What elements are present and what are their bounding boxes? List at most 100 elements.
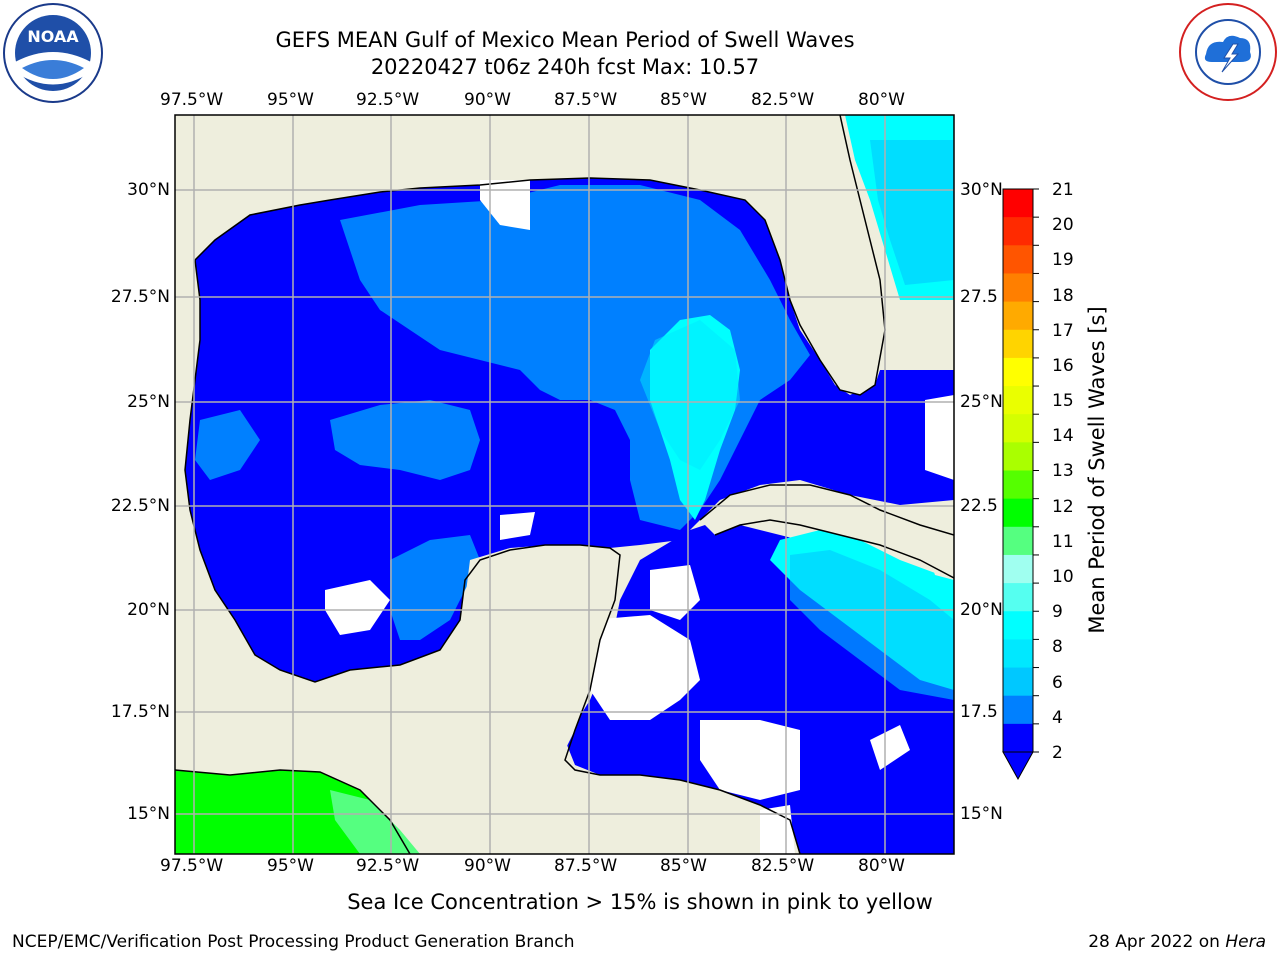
colorbar-tick-label: 10 bbox=[1052, 567, 1074, 587]
lon-label-bottom: 80°W bbox=[858, 856, 905, 876]
colorbar-tick-label: 12 bbox=[1052, 497, 1074, 517]
lat-label-right: 25°N bbox=[960, 392, 1003, 412]
gulf-lightblue-core bbox=[640, 320, 740, 470]
lon-label-top: 90°W bbox=[464, 90, 511, 110]
lon-label-top: 85°W bbox=[660, 90, 707, 110]
colorbar-segment bbox=[1003, 695, 1033, 725]
missing-data-9 bbox=[480, 180, 530, 230]
footer-date-text: 28 Apr 2022 on bbox=[1088, 932, 1226, 952]
grid-lines bbox=[175, 115, 954, 854]
lon-label-bottom: 97.5°W bbox=[160, 856, 224, 876]
lon-label-top: 95°W bbox=[267, 90, 314, 110]
missing-data-1 bbox=[590, 615, 700, 720]
gulf-midblue-w2 bbox=[195, 410, 260, 480]
colorbar-extend-arrow bbox=[1002, 751, 1034, 781]
colorbar-tick-label: 15 bbox=[1052, 391, 1074, 411]
lon-label-bottom: 92.5°W bbox=[356, 856, 420, 876]
lon-label-top: 92.5°W bbox=[356, 90, 420, 110]
lat-label-right: 22.5 bbox=[960, 496, 998, 516]
lat-label-left: 30°N bbox=[127, 180, 170, 200]
colorbar-tick-label: 16 bbox=[1052, 356, 1074, 376]
colorbar-tick-label: 17 bbox=[1052, 321, 1074, 341]
footer-credit: NCEP/EMC/Verification Post Processing Pr… bbox=[12, 932, 575, 952]
colorbar-segment bbox=[1003, 301, 1033, 331]
colorbar-tick-label: 20 bbox=[1052, 215, 1074, 235]
nws-logo bbox=[1179, 3, 1277, 101]
florida-land bbox=[760, 115, 885, 395]
coastlines bbox=[175, 115, 954, 854]
colorbar-segment bbox=[1003, 273, 1033, 303]
lon-label-top: 87.5°W bbox=[554, 90, 618, 110]
colorbar-segment bbox=[1003, 723, 1033, 753]
colorbar-segment bbox=[1003, 667, 1033, 697]
chart-subtitle: 20220427 t06z 240h fcst Max: 10.57 bbox=[370, 55, 760, 79]
lat-label-left: 22.5°N bbox=[110, 496, 170, 516]
lat-label-right: 17.5 bbox=[960, 702, 998, 722]
caribbean-lightblue bbox=[790, 550, 954, 700]
central-america-land bbox=[175, 670, 760, 854]
lat-label-right: 15°N bbox=[960, 804, 1003, 824]
lat-label-right: 27.5 bbox=[960, 287, 998, 307]
colorbar-segment bbox=[1003, 245, 1033, 274]
missing-data-5 bbox=[325, 580, 390, 635]
colorbar-segment bbox=[1003, 611, 1033, 640]
gulf-midblue-west bbox=[330, 400, 480, 480]
colorbar-segment bbox=[1003, 526, 1033, 556]
missing-data-3 bbox=[700, 720, 800, 800]
lat-label-right: 30°N bbox=[960, 180, 1003, 200]
lat-label-right: 20°N bbox=[960, 600, 1003, 620]
missing-data-8 bbox=[870, 725, 910, 770]
lon-label-top: 80°W bbox=[858, 90, 905, 110]
colorbar-tick-label: 18 bbox=[1052, 286, 1074, 306]
footer-machine: Hera bbox=[1225, 932, 1266, 952]
colorbar-segment bbox=[1003, 442, 1033, 471]
colorbar-tick-label: 6 bbox=[1052, 673, 1063, 693]
colorbar-tick-label: 8 bbox=[1052, 637, 1063, 657]
missing-data-4 bbox=[760, 805, 795, 854]
colorbar-tick-label: 4 bbox=[1052, 708, 1063, 728]
colorbar-label: Mean Period of Swell Waves [s] bbox=[1085, 306, 1109, 634]
lon-label-bottom: 85°W bbox=[660, 856, 707, 876]
lon-label-bottom: 90°W bbox=[464, 856, 511, 876]
colorbar-tick-label: 9 bbox=[1052, 602, 1063, 622]
colorbar bbox=[1002, 188, 1039, 781]
lon-label-top: 82.5°W bbox=[751, 90, 815, 110]
colorbar-segment bbox=[1003, 189, 1033, 218]
lat-label-left: 20°N bbox=[127, 600, 170, 620]
colorbar-segment bbox=[1003, 583, 1033, 612]
lat-label-left: 27.5°N bbox=[110, 287, 170, 307]
colorbar-segment bbox=[1003, 498, 1033, 528]
colorbar-segment bbox=[1003, 639, 1033, 669]
colorbar-tick-label: 21 bbox=[1052, 180, 1074, 200]
colorbar-tick-label: 11 bbox=[1052, 532, 1074, 552]
sea-ice-note: Sea Ice Concentration > 15% is shown in … bbox=[347, 890, 933, 914]
colorbar-segment bbox=[1003, 554, 1033, 584]
footer-date: 28 Apr 2022 on Hera bbox=[1088, 932, 1266, 952]
colorbar-tick-label: 19 bbox=[1052, 250, 1074, 270]
colorbar-tick-label: 2 bbox=[1052, 743, 1063, 763]
chart-title: GEFS MEAN Gulf of Mexico Mean Period of … bbox=[275, 28, 855, 52]
colorbar-segment bbox=[1003, 386, 1033, 415]
colorbar-segment bbox=[1003, 470, 1033, 500]
noaa-logo-text: NOAA bbox=[27, 27, 79, 46]
lon-label-bottom: 87.5°W bbox=[554, 856, 618, 876]
gulf-midblue-sw bbox=[390, 535, 480, 640]
colorbar-tick-label: 14 bbox=[1052, 426, 1074, 446]
lon-label-bottom: 82.5°W bbox=[751, 856, 815, 876]
atlantic-lightblue bbox=[870, 140, 954, 285]
map-frame bbox=[174, 114, 955, 855]
colorbar-segment bbox=[1003, 414, 1033, 443]
missing-data-6 bbox=[500, 512, 535, 540]
lat-label-left: 25°N bbox=[127, 392, 170, 412]
lon-label-bottom: 95°W bbox=[267, 856, 314, 876]
colorbar-tick-label: 13 bbox=[1052, 461, 1074, 481]
colorbar-segment bbox=[1003, 357, 1033, 387]
lat-label-left: 17.5°N bbox=[110, 702, 170, 722]
colorbar-segment bbox=[1003, 329, 1033, 359]
missing-data-7 bbox=[925, 395, 954, 480]
colorbar-segment bbox=[1003, 217, 1033, 246]
pacific-lightgreen bbox=[330, 790, 420, 854]
lon-label-top: 97.5°W bbox=[160, 90, 224, 110]
noaa-logo: NOAA bbox=[3, 3, 103, 103]
